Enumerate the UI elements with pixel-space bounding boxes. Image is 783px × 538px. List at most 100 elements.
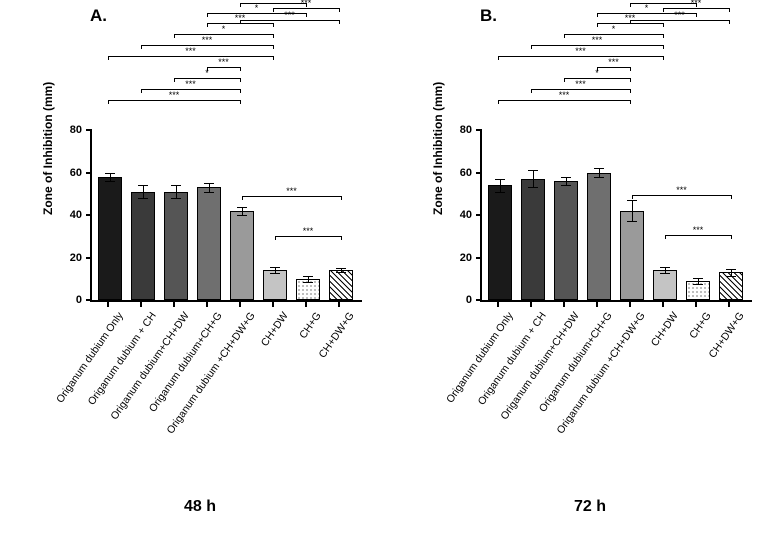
- x-tick-mark: [728, 302, 730, 307]
- significance-bracket: [275, 236, 341, 237]
- x-tick-mark: [563, 302, 565, 307]
- y-tick-label: 80: [460, 124, 472, 136]
- error-cap: [561, 177, 571, 178]
- bar: [230, 211, 254, 300]
- error-cap: [561, 185, 571, 186]
- y-tick-label: 0: [466, 294, 472, 306]
- significance-drop: [665, 235, 666, 239]
- bars-b: [482, 130, 752, 300]
- bar: [587, 173, 611, 301]
- significance-label: ***: [185, 46, 196, 56]
- significance-drop: [630, 67, 631, 71]
- significance-bracket: [632, 195, 731, 196]
- error-cap: [594, 177, 604, 178]
- significance-bracket: [108, 56, 273, 57]
- significance-label: ***: [301, 0, 312, 8]
- significance-label: ***: [303, 226, 314, 236]
- significance-drop: [240, 100, 241, 104]
- y-ticks-a: 020406080: [70, 130, 90, 300]
- significance-bracket: [630, 20, 729, 21]
- significance-bracket: [108, 100, 240, 101]
- significance-brackets-a: ******************************: [90, 0, 360, 130]
- significance-drop: [242, 196, 243, 200]
- error-cap: [693, 284, 703, 285]
- error-cap: [528, 170, 538, 171]
- significance-label: ***: [691, 0, 702, 8]
- significance-label: ***: [608, 57, 619, 67]
- bar: [620, 211, 644, 300]
- significance-label: ***: [169, 90, 180, 100]
- bar: [521, 179, 545, 300]
- significance-drop: [273, 23, 274, 27]
- error-cap: [270, 273, 280, 274]
- significance-drop: [630, 3, 631, 7]
- error-bar: [110, 173, 111, 182]
- significance-drop: [630, 78, 631, 82]
- y-tick-label: 20: [460, 252, 472, 264]
- significance-bracket: [564, 78, 630, 79]
- error-cap: [660, 273, 670, 274]
- significance-label: *: [222, 24, 226, 34]
- significance-bracket: [531, 45, 663, 46]
- significance-drop: [273, 34, 274, 38]
- error-bar: [242, 207, 243, 216]
- x-tick-mark: [107, 302, 109, 307]
- significance-drop: [207, 23, 208, 27]
- significance-drop: [731, 235, 732, 239]
- bar: [554, 181, 578, 300]
- significance-label: ***: [286, 186, 297, 196]
- significance-bracket: [240, 20, 339, 21]
- error-bar: [566, 177, 567, 186]
- significance-label: ***: [202, 35, 213, 45]
- error-cap: [105, 173, 115, 174]
- significance-drop: [273, 56, 274, 60]
- error-cap: [204, 192, 214, 193]
- significance-drop: [339, 20, 340, 24]
- error-bar: [500, 179, 501, 192]
- significance-drop: [729, 8, 730, 12]
- significance-drop: [531, 45, 532, 49]
- significance-label: *: [612, 24, 616, 34]
- y-tick-label: 60: [460, 167, 472, 179]
- significance-drop: [275, 236, 276, 240]
- significance-drop: [498, 100, 499, 104]
- y-tick-label: 0: [76, 294, 82, 306]
- significance-bracket: [665, 235, 731, 236]
- significance-label: ***: [185, 79, 196, 89]
- error-cap: [627, 221, 637, 222]
- significance-drop: [341, 196, 342, 200]
- significance-drop: [141, 89, 142, 93]
- error-cap: [171, 185, 181, 186]
- error-bar: [533, 170, 534, 187]
- figure: A. Zone of Inhibition (mm) 020406080 ***…: [0, 0, 783, 538]
- significance-label: ***: [693, 225, 704, 235]
- significance-drop: [597, 23, 598, 27]
- significance-drop: [108, 56, 109, 60]
- significance-drop: [531, 89, 532, 93]
- significance-label: ***: [658, 0, 669, 3]
- significance-bracket: [141, 89, 240, 90]
- significance-drop: [240, 67, 241, 71]
- x-tick-mark: [338, 302, 340, 307]
- significance-drop: [273, 45, 274, 49]
- error-cap: [171, 198, 181, 199]
- significance-drop: [498, 56, 499, 60]
- significance-bracket: [597, 67, 630, 68]
- significance-bracket: [273, 8, 339, 9]
- error-cap: [726, 269, 736, 270]
- error-cap: [627, 200, 637, 201]
- bar: [329, 270, 353, 300]
- x-tick-mark: [206, 302, 208, 307]
- significance-label: ***: [575, 46, 586, 56]
- y-tick-label: 60: [70, 167, 82, 179]
- panel-b: B. Zone of Inhibition (mm) 020406080 ***…: [410, 0, 770, 500]
- error-cap: [138, 198, 148, 199]
- x-tick-labels-a: Origanum dubium OnlyOriganum dubium + CH…: [90, 302, 360, 472]
- significance-drop: [141, 45, 142, 49]
- significance-bracket: [240, 3, 306, 4]
- bar: [98, 177, 122, 300]
- significance-label: ***: [676, 185, 687, 195]
- significance-drop: [663, 45, 664, 49]
- significance-bracket: [498, 100, 630, 101]
- bar: [197, 187, 221, 300]
